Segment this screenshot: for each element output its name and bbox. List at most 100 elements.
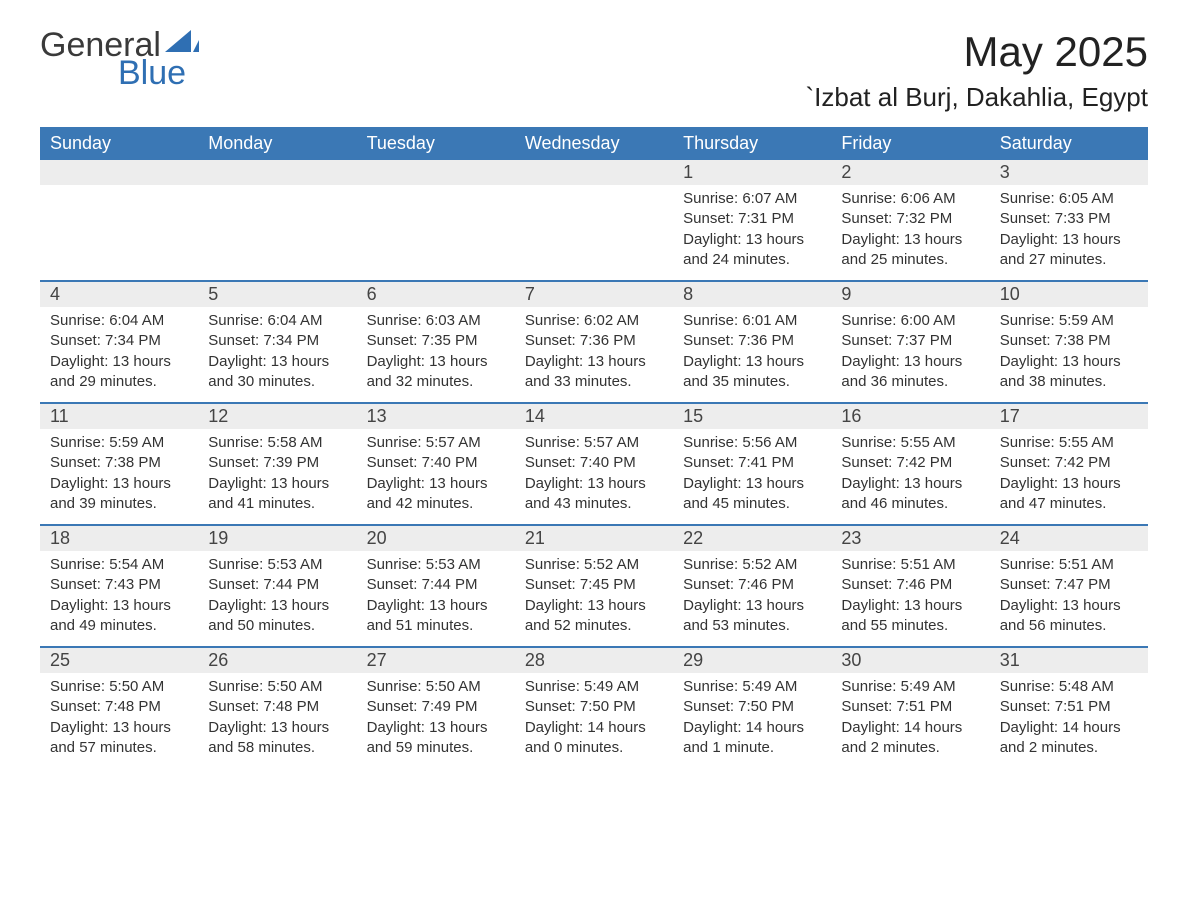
weekday-header: Wednesday <box>515 127 673 160</box>
day-number: 10 <box>990 282 1148 307</box>
calendar-day-blank <box>357 160 515 280</box>
page-title: May 2025 <box>806 28 1149 76</box>
sunrise-text: Sunrise: 6:06 AM <box>841 189 979 209</box>
sunrise-text: Sunrise: 5:53 AM <box>367 555 505 575</box>
day-details: Sunrise: 6:02 AMSunset: 7:36 PMDaylight:… <box>515 307 673 392</box>
sunrise-text: Sunrise: 5:50 AM <box>367 677 505 697</box>
day-details: Sunrise: 6:00 AMSunset: 7:37 PMDaylight:… <box>831 307 989 392</box>
day-number <box>40 160 198 185</box>
sunrise-text: Sunrise: 5:54 AM <box>50 555 188 575</box>
day-number: 22 <box>673 526 831 551</box>
calendar-day-blank <box>515 160 673 280</box>
sunrise-text: Sunrise: 5:55 AM <box>841 433 979 453</box>
calendar-day: 6Sunrise: 6:03 AMSunset: 7:35 PMDaylight… <box>357 282 515 402</box>
sunset-text: Sunset: 7:40 PM <box>367 453 505 473</box>
daylight-text: Daylight: 13 hours and 38 minutes. <box>1000 352 1138 393</box>
day-number <box>198 160 356 185</box>
sunset-text: Sunset: 7:38 PM <box>1000 331 1138 351</box>
calendar-day: 7Sunrise: 6:02 AMSunset: 7:36 PMDaylight… <box>515 282 673 402</box>
day-number: 12 <box>198 404 356 429</box>
day-number: 27 <box>357 648 515 673</box>
weekday-header: Monday <box>198 127 356 160</box>
day-number: 3 <box>990 160 1148 185</box>
calendar-day: 20Sunrise: 5:53 AMSunset: 7:44 PMDayligh… <box>357 526 515 646</box>
sunset-text: Sunset: 7:35 PM <box>367 331 505 351</box>
daylight-text: Daylight: 13 hours and 55 minutes. <box>841 596 979 637</box>
weekday-header-row: SundayMondayTuesdayWednesdayThursdayFrid… <box>40 127 1148 160</box>
day-details: Sunrise: 5:55 AMSunset: 7:42 PMDaylight:… <box>990 429 1148 514</box>
daylight-text: Daylight: 13 hours and 50 minutes. <box>208 596 346 637</box>
sunset-text: Sunset: 7:39 PM <box>208 453 346 473</box>
weekday-header: Thursday <box>673 127 831 160</box>
day-details: Sunrise: 6:04 AMSunset: 7:34 PMDaylight:… <box>198 307 356 392</box>
day-number: 21 <box>515 526 673 551</box>
sunrise-text: Sunrise: 5:58 AM <box>208 433 346 453</box>
day-details: Sunrise: 5:59 AMSunset: 7:38 PMDaylight:… <box>990 307 1148 392</box>
day-details: Sunrise: 5:50 AMSunset: 7:49 PMDaylight:… <box>357 673 515 758</box>
sunrise-text: Sunrise: 5:52 AM <box>525 555 663 575</box>
calendar-day: 8Sunrise: 6:01 AMSunset: 7:36 PMDaylight… <box>673 282 831 402</box>
daylight-text: Daylight: 13 hours and 41 minutes. <box>208 474 346 515</box>
calendar-week: 1Sunrise: 6:07 AMSunset: 7:31 PMDaylight… <box>40 160 1148 280</box>
sunset-text: Sunset: 7:42 PM <box>841 453 979 473</box>
daylight-text: Daylight: 13 hours and 56 minutes. <box>1000 596 1138 637</box>
calendar-day-blank <box>198 160 356 280</box>
day-details: Sunrise: 5:49 AMSunset: 7:50 PMDaylight:… <box>515 673 673 758</box>
day-number: 15 <box>673 404 831 429</box>
calendar-day: 31Sunrise: 5:48 AMSunset: 7:51 PMDayligh… <box>990 648 1148 768</box>
daylight-text: Daylight: 13 hours and 57 minutes. <box>50 718 188 759</box>
sunrise-text: Sunrise: 6:04 AM <box>208 311 346 331</box>
sunset-text: Sunset: 7:51 PM <box>841 697 979 717</box>
day-details: Sunrise: 5:52 AMSunset: 7:45 PMDaylight:… <box>515 551 673 636</box>
sunset-text: Sunset: 7:44 PM <box>208 575 346 595</box>
sunset-text: Sunset: 7:47 PM <box>1000 575 1138 595</box>
calendar-day: 23Sunrise: 5:51 AMSunset: 7:46 PMDayligh… <box>831 526 989 646</box>
daylight-text: Daylight: 13 hours and 58 minutes. <box>208 718 346 759</box>
sunset-text: Sunset: 7:51 PM <box>1000 697 1138 717</box>
day-details: Sunrise: 5:56 AMSunset: 7:41 PMDaylight:… <box>673 429 831 514</box>
location-text: `Izbat al Burj, Dakahlia, Egypt <box>806 82 1149 113</box>
calendar-day: 9Sunrise: 6:00 AMSunset: 7:37 PMDaylight… <box>831 282 989 402</box>
day-details: Sunrise: 5:53 AMSunset: 7:44 PMDaylight:… <box>357 551 515 636</box>
sunrise-text: Sunrise: 5:55 AM <box>1000 433 1138 453</box>
day-number: 8 <box>673 282 831 307</box>
calendar: SundayMondayTuesdayWednesdayThursdayFrid… <box>40 127 1148 768</box>
sunrise-text: Sunrise: 5:59 AM <box>50 433 188 453</box>
weekday-header: Tuesday <box>357 127 515 160</box>
calendar-day: 17Sunrise: 5:55 AMSunset: 7:42 PMDayligh… <box>990 404 1148 524</box>
day-number: 1 <box>673 160 831 185</box>
calendar-week: 4Sunrise: 6:04 AMSunset: 7:34 PMDaylight… <box>40 280 1148 402</box>
day-number: 14 <box>515 404 673 429</box>
calendar-day: 22Sunrise: 5:52 AMSunset: 7:46 PMDayligh… <box>673 526 831 646</box>
weekday-header: Sunday <box>40 127 198 160</box>
daylight-text: Daylight: 13 hours and 39 minutes. <box>50 474 188 515</box>
sunset-text: Sunset: 7:38 PM <box>50 453 188 473</box>
day-details: Sunrise: 6:04 AMSunset: 7:34 PMDaylight:… <box>40 307 198 392</box>
day-number: 20 <box>357 526 515 551</box>
sunset-text: Sunset: 7:43 PM <box>50 575 188 595</box>
daylight-text: Daylight: 14 hours and 0 minutes. <box>525 718 663 759</box>
calendar-week: 18Sunrise: 5:54 AMSunset: 7:43 PMDayligh… <box>40 524 1148 646</box>
calendar-day: 13Sunrise: 5:57 AMSunset: 7:40 PMDayligh… <box>357 404 515 524</box>
sunrise-text: Sunrise: 6:03 AM <box>367 311 505 331</box>
sunrise-text: Sunrise: 6:05 AM <box>1000 189 1138 209</box>
sunrise-text: Sunrise: 5:49 AM <box>683 677 821 697</box>
daylight-text: Daylight: 13 hours and 42 minutes. <box>367 474 505 515</box>
calendar-day: 25Sunrise: 5:50 AMSunset: 7:48 PMDayligh… <box>40 648 198 768</box>
calendar-day: 14Sunrise: 5:57 AMSunset: 7:40 PMDayligh… <box>515 404 673 524</box>
sunset-text: Sunset: 7:49 PM <box>367 697 505 717</box>
day-details: Sunrise: 6:01 AMSunset: 7:36 PMDaylight:… <box>673 307 831 392</box>
daylight-text: Daylight: 13 hours and 46 minutes. <box>841 474 979 515</box>
daylight-text: Daylight: 13 hours and 52 minutes. <box>525 596 663 637</box>
calendar-day: 30Sunrise: 5:49 AMSunset: 7:51 PMDayligh… <box>831 648 989 768</box>
day-number: 5 <box>198 282 356 307</box>
sunrise-text: Sunrise: 6:04 AM <box>50 311 188 331</box>
sunset-text: Sunset: 7:46 PM <box>841 575 979 595</box>
daylight-text: Daylight: 13 hours and 29 minutes. <box>50 352 188 393</box>
day-details: Sunrise: 5:54 AMSunset: 7:43 PMDaylight:… <box>40 551 198 636</box>
day-number: 24 <box>990 526 1148 551</box>
day-number: 30 <box>831 648 989 673</box>
day-number: 9 <box>831 282 989 307</box>
calendar-day: 21Sunrise: 5:52 AMSunset: 7:45 PMDayligh… <box>515 526 673 646</box>
day-details: Sunrise: 5:58 AMSunset: 7:39 PMDaylight:… <box>198 429 356 514</box>
